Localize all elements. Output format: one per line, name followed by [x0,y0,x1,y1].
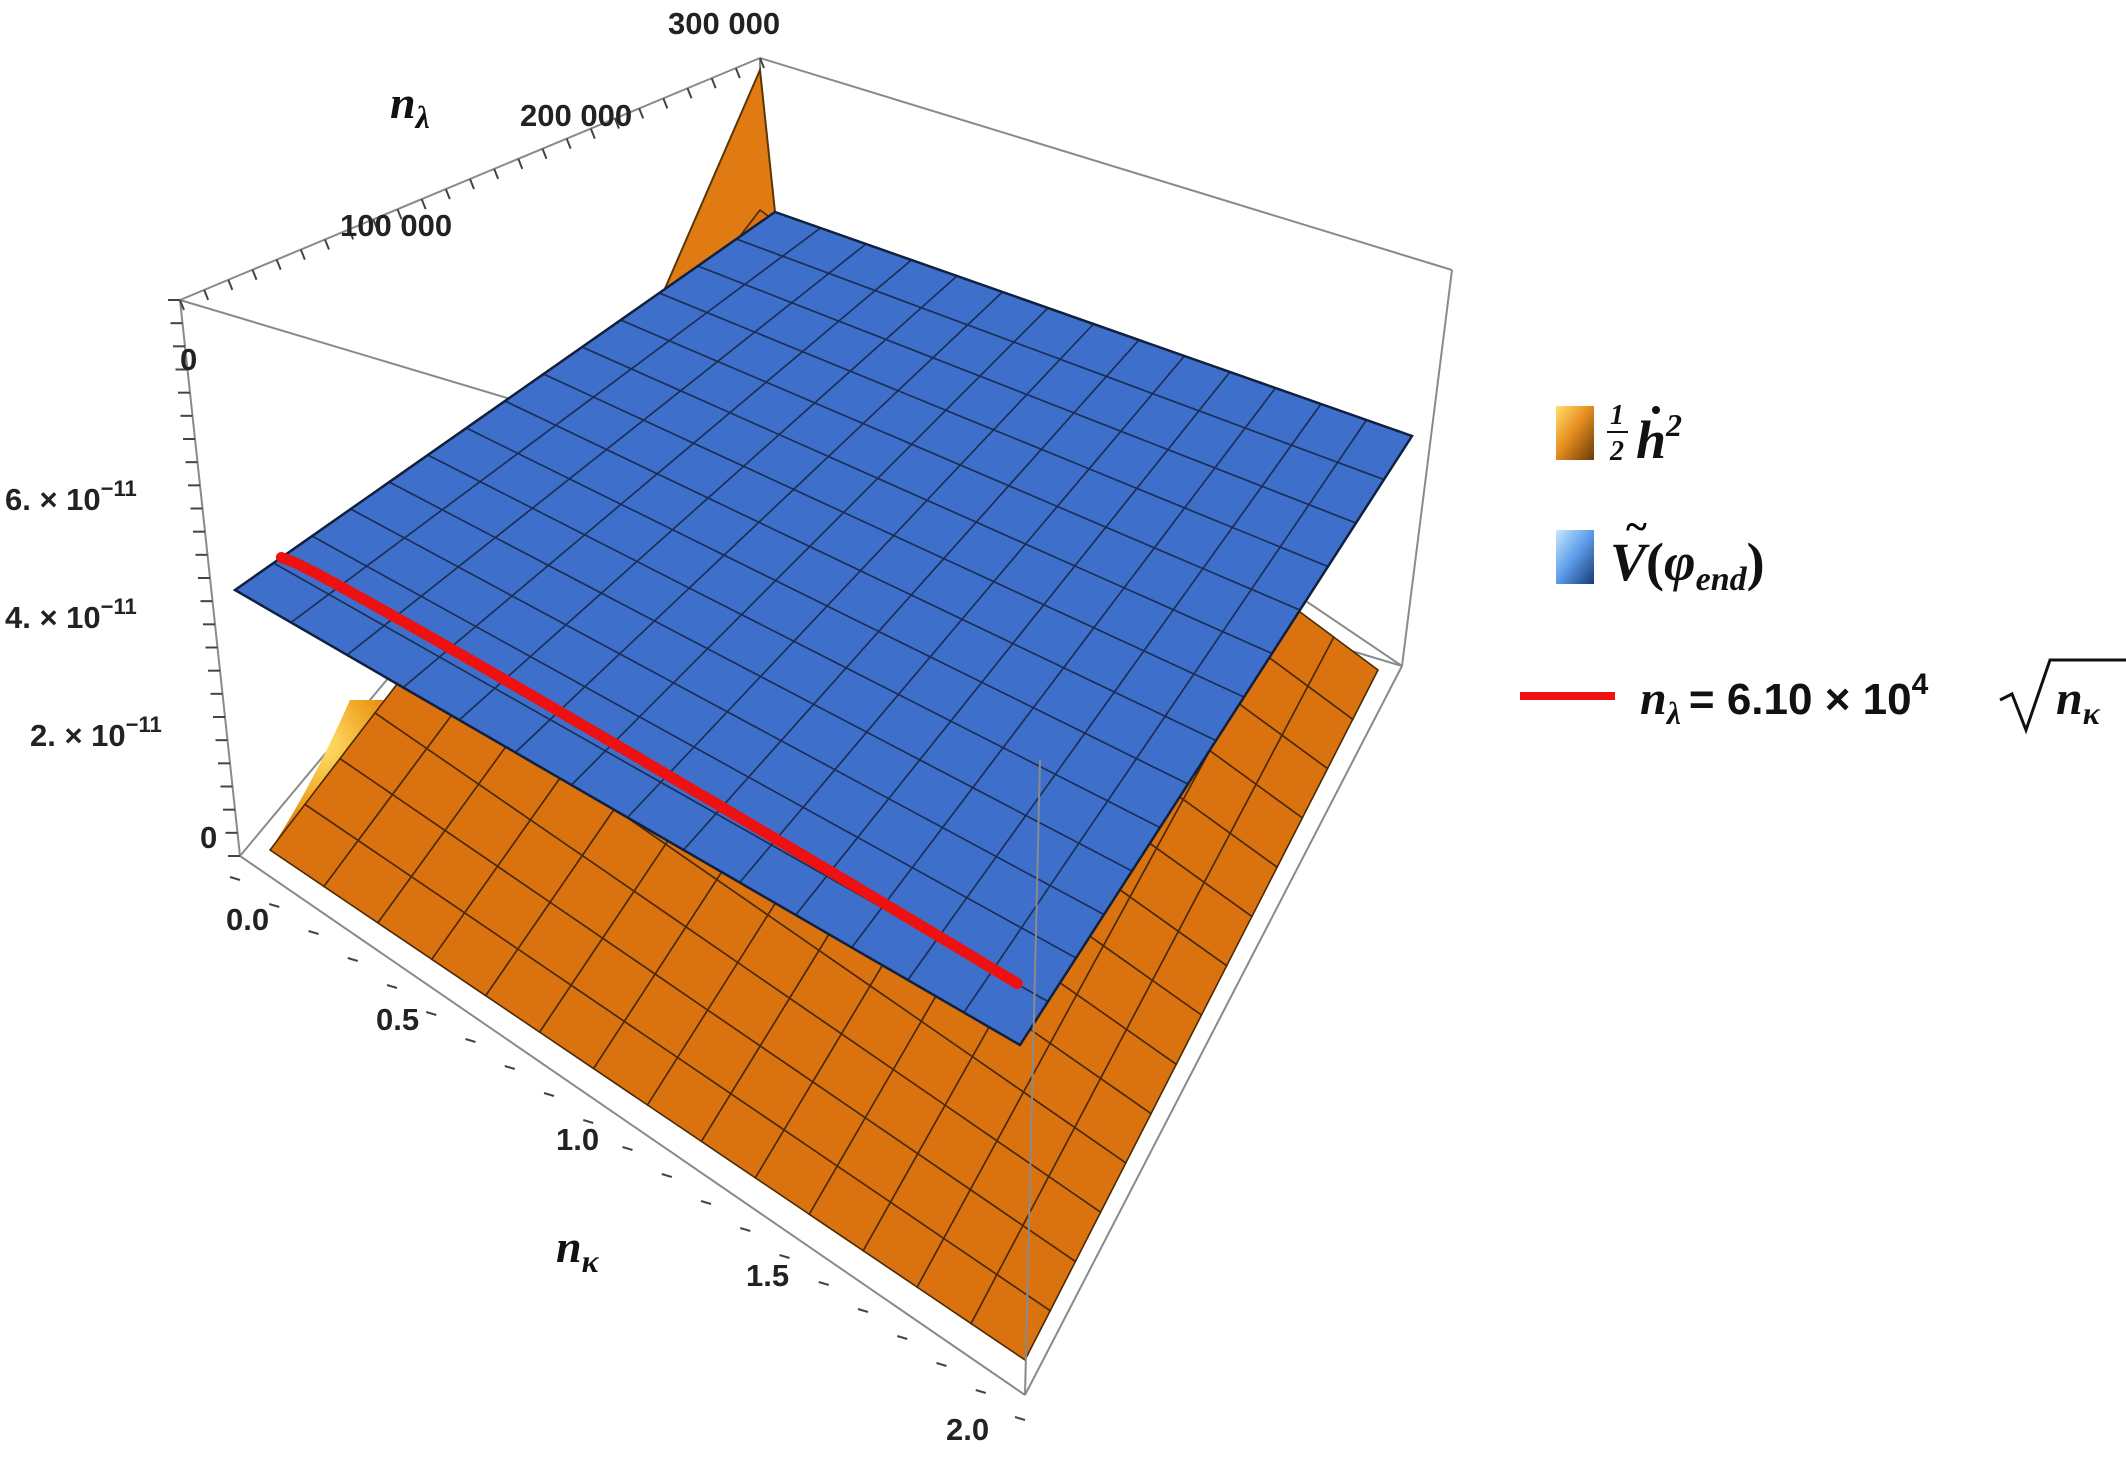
y-axis-tick [203,289,210,301]
x-axis-tick [386,984,398,989]
x-tick-label: 0.0 [226,902,269,937]
legend-frac-num: 1 [1610,400,1624,431]
y-tick-label: 200 000 [520,98,632,133]
y-axis-tick [372,218,379,230]
legend-h-dot-squared: h2 [1636,407,1682,470]
y-axis-tick [565,138,572,150]
y-axis-tick [517,158,524,170]
legend-sqrt-sign [1999,658,2126,735]
y-axis-tick [589,128,596,139]
x-axis-tick [504,1065,516,1070]
x-tick-label: 2.0 [946,1412,989,1447]
legend-tilde-accent: ~ [1626,504,1647,549]
x-axis-tick [661,1173,673,1178]
y-axis-tick [275,259,282,271]
z-tick-label: 2. × 10−11 [30,712,162,753]
y-axis-tick-labels: 0 100 000 200 000 300 000 [180,6,780,377]
x-tick-label: 1.5 [746,1258,789,1293]
red-curve [275,552,1023,989]
surfaces-layer [232,66,1414,1362]
y-axis-tick [420,198,427,210]
y-axis-tick [227,279,234,291]
x-axis-tick [818,1281,830,1286]
y-axis-tick [348,229,355,240]
x-axis-tick [975,1389,987,1394]
legend-item-curve: nλ = 6.10 × 104 nκ [1520,658,2126,735]
y-axis-tick [541,148,548,160]
x-axis-tick [700,1200,712,1205]
x-axis-tick [229,876,241,881]
orange-surface-cell [1306,635,1380,721]
x-axis-tick [857,1308,869,1313]
y-tick-label: 0 [180,342,197,377]
legend-curve-formula: nλ = 6.10 × 104 [1640,668,1929,731]
y-axis-tick [710,77,717,89]
x-axis-tick [308,930,319,935]
x-axis-tick [465,1038,476,1043]
z-tick-label: 0 [200,820,217,855]
legend-dot-accent [1652,406,1660,414]
y-axis-tick [759,57,765,69]
y-axis-tick [396,208,403,220]
x-axis-tick [739,1227,751,1232]
y-axis-tick [662,97,669,109]
x-axis-tick [779,1254,790,1259]
y-tick-label: 300 000 [668,6,780,41]
x-axis-tick [425,1011,437,1016]
x-axis-tick [1014,1416,1026,1421]
y-axis-tick [614,118,620,129]
legend-sqrt-radicand: nκ [2056,672,2101,731]
blue-gradient-swatch [1556,530,1594,584]
x-tick-label: 1.0 [556,1122,599,1157]
x-axis-tick [936,1362,947,1367]
legend-item-potential: V(φend) ~ [1556,504,1765,598]
x-axis-tick [268,903,280,908]
y-axis-tick [734,67,741,79]
bounding-box-front [239,665,1403,1396]
y-axis-tick [638,108,645,119]
orange-gradient-swatch [1556,406,1594,460]
z-tick-label: 6. × 10−11 [5,476,137,517]
legend: 1 2 h2 V(φend) ~ nλ = 6.10 × 104 nκ [1520,400,2126,735]
x-axis-tick [347,957,359,962]
x-axis-tick [582,1119,594,1124]
y-axis-tick [444,188,451,200]
y-axis-tick [251,269,258,281]
y-axis-tick [469,178,475,190]
x-axis-tick-labels: 0.0 0.5 1.0 1.5 2.0 [226,902,989,1447]
y-tick-label: 100 000 [340,208,452,243]
legend-item-kinetic: 1 2 h2 [1556,400,1682,470]
y-axis-tick [179,299,185,311]
z-axis-tick-labels: 6. × 10−11 4. × 10−11 2. × 10−11 0 [5,476,217,855]
y-axis-tick [324,239,330,250]
y-axis-tick [299,249,306,260]
y-axis-tick [686,87,693,99]
y-axis-tick [493,168,500,180]
x-axis-tick [622,1146,633,1151]
x-tick-label: 0.5 [376,1002,419,1037]
z-tick-label: 4. × 10−11 [5,594,137,635]
legend-v-tilde: V(φend) [1610,532,1765,598]
axis-ticks [168,57,1026,1421]
x-axis-tick [896,1335,908,1340]
blue-surface-outline [232,210,1414,1047]
legend-frac-den: 2 [1609,436,1624,467]
x-axis-title: nκ [556,1221,600,1279]
y-axis-title: nλ [390,77,430,135]
x-axis-tick [543,1092,555,1097]
